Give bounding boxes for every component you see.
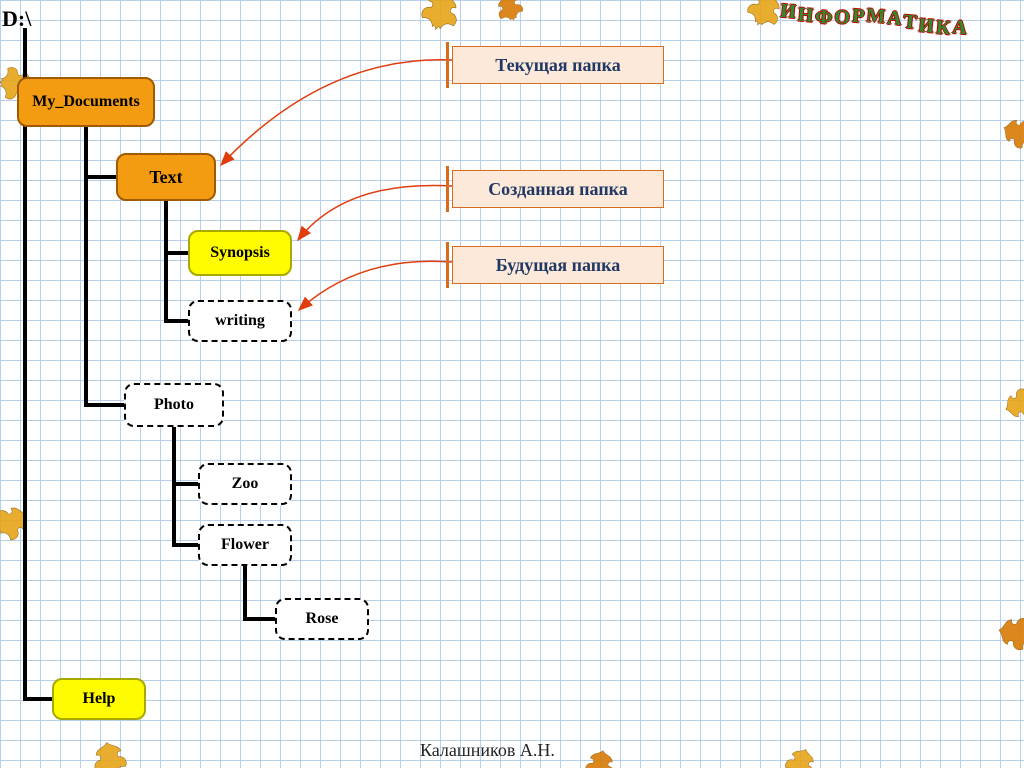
folder-label: My_Documents	[32, 93, 140, 111]
legend-label: Текущая папка	[495, 55, 620, 76]
legend-side-bar	[446, 166, 449, 212]
legend-created-folder: Созданная папка	[452, 170, 664, 208]
folder-flower: Flower	[198, 524, 292, 566]
folder-label: Zoo	[232, 475, 259, 493]
leaf-icon	[994, 612, 1024, 655]
folder-my-documents: My_Documents	[17, 77, 155, 127]
folder-label: Text	[149, 167, 182, 188]
folder-help: Help	[52, 678, 146, 720]
folder-photo: Photo	[124, 383, 224, 427]
folder-rose: Rose	[275, 598, 369, 640]
folder-text: Text	[116, 153, 216, 201]
legend-side-bar	[446, 242, 449, 288]
folder-label: Flower	[221, 536, 269, 554]
legend-label: Созданная папка	[488, 179, 628, 200]
folder-label: Rose	[306, 610, 339, 628]
folder-label: Synopsis	[210, 244, 270, 262]
legend-label: Будущая папка	[496, 255, 620, 276]
legend-current-folder: Текущая папка	[452, 46, 664, 84]
folder-label: Help	[83, 690, 116, 708]
folder-synopsis: Synopsis	[188, 230, 292, 276]
slide-stage: ИНФОРМАТИКА D:\ My_Documents Text Synops…	[0, 0, 1024, 768]
folder-writing: writing	[188, 300, 292, 342]
legend-future-folder: Будущая папка	[452, 246, 664, 284]
folder-label: Photo	[154, 396, 194, 414]
leaf-icon	[89, 738, 132, 768]
legend-side-bar	[446, 42, 449, 88]
folder-label: writing	[215, 312, 265, 330]
author-label: Калашников А.Н.	[420, 740, 555, 761]
folder-zoo: Zoo	[198, 463, 292, 505]
root-label: D:\	[2, 6, 31, 32]
